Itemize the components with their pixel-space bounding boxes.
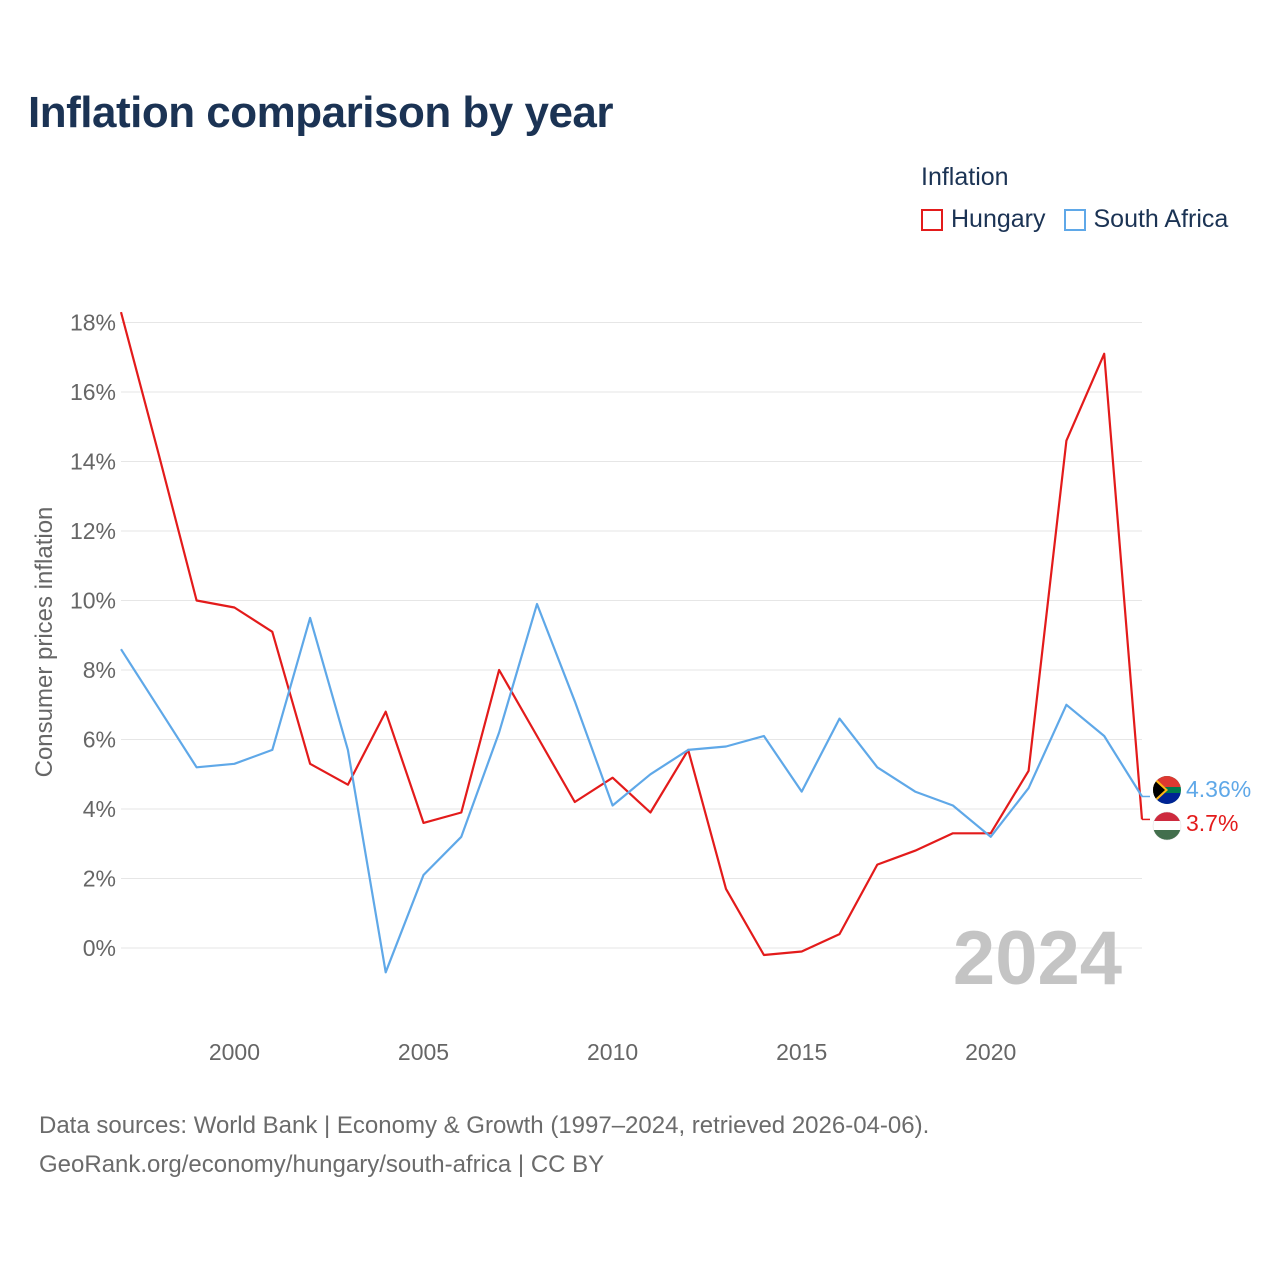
footer: Data sources: World Bank | Economy & Gro… <box>39 1106 929 1184</box>
footer-sources: Data sources: World Bank | Economy & Gro… <box>39 1112 930 1139</box>
y-tick-label: 12% <box>70 518 116 544</box>
series-line-south-africa[interactable] <box>120 602 1143 974</box>
south-africa-flag-icon <box>1153 776 1181 804</box>
legend: Hungary South Africa <box>921 205 1246 234</box>
end-label-south-africa: 4.36% <box>1186 776 1251 802</box>
legend-item-south-africa[interactable]: South Africa <box>1063 205 1229 234</box>
legend-item-hungary[interactable]: Hungary <box>921 205 1046 234</box>
y-tick-label: 2% <box>83 866 116 892</box>
y-tick-label: 16% <box>70 379 116 405</box>
end-label-hungary: 3.7% <box>1186 810 1238 836</box>
x-tick-label: 2000 <box>209 1039 260 1065</box>
y-axis-label: Consumer prices inflation <box>31 507 58 778</box>
y-axis-ticks: 0% 2% 4% 6% 8% 10% 12% 14% 16% 18% <box>70 310 116 962</box>
x-axis-ticks: 2000 2005 2010 2015 2020 <box>209 1039 1016 1065</box>
legend-swatch-hungary <box>921 208 943 231</box>
y-tick-label: 8% <box>83 657 116 683</box>
end-markers: 4.36% 3.7% <box>1152 776 1251 841</box>
y-tick-label: 4% <box>83 796 116 822</box>
y-tick-label: 6% <box>83 727 116 753</box>
legend-label-hungary: Hungary <box>951 205 1046 233</box>
y-tick-label: 10% <box>70 588 116 614</box>
x-tick-label: 2005 <box>398 1039 449 1065</box>
series-lines <box>119 311 1150 974</box>
series-line-hungary[interactable] <box>119 311 1144 957</box>
x-tick-label: 2015 <box>776 1039 827 1065</box>
x-tick-label: 2020 <box>965 1039 1016 1065</box>
legend-title: Inflation <box>921 163 1009 191</box>
gridlines <box>121 322 1142 949</box>
x-tick-label: 2010 <box>587 1039 638 1065</box>
hungary-flag-icon <box>1152 811 1182 841</box>
legend-swatch-south-africa <box>1063 208 1086 231</box>
y-tick-label: 14% <box>70 449 116 475</box>
footer-link[interactable]: GeoRank.org/economy/hungary/south-africa… <box>39 1151 605 1178</box>
page-title: Inflation comparison by year <box>28 88 614 137</box>
legend-label-south-africa: South Africa <box>1093 205 1229 233</box>
y-tick-label: 0% <box>83 935 116 961</box>
year-watermark: 2024 <box>953 916 1122 1001</box>
y-tick-label: 18% <box>70 310 116 336</box>
